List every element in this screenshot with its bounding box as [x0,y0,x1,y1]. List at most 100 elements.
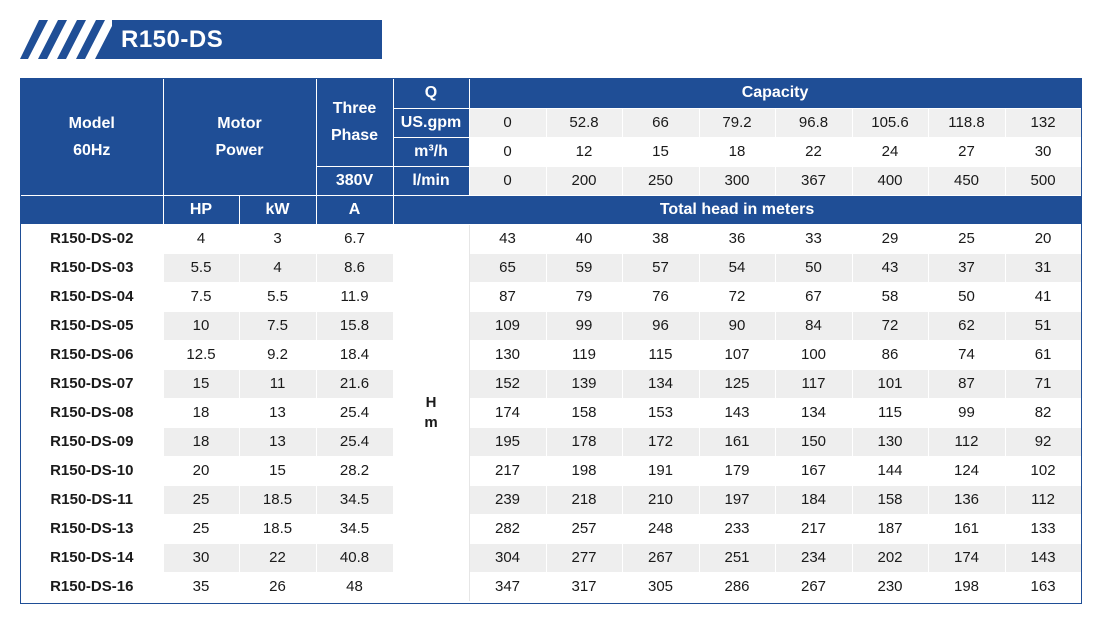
kw-cell: 26 [239,572,317,602]
head-value-cell: 187 [852,514,929,544]
page-title: R150-DS [121,26,224,53]
hp-cell: 15 [163,369,240,399]
head-value-cell: 277 [546,543,623,573]
header-motor-power-line1: Motor [217,114,262,132]
amp-cell: 18.4 [316,340,394,370]
hp-cell: 25 [163,485,240,515]
head-value-cell: 195 [469,427,547,457]
head-value-cell: 102 [1005,456,1081,486]
head-value-cell: 139 [546,369,623,399]
header-model-line2: 60Hz [73,141,111,159]
usgpm-value: 118.8 [928,108,1006,138]
head-value-cell: 172 [622,427,700,457]
kw-cell: 13 [239,398,317,428]
head-value-cell: 58 [852,282,929,312]
head-value-cell: 20 [1005,224,1081,254]
head-value-cell: 72 [852,311,929,341]
kw-cell: 5.5 [239,282,317,312]
header-hp: HP [163,195,240,225]
head-value-cell: 304 [469,543,547,573]
kw-cell: 9.2 [239,340,317,370]
usgpm-value: 52.8 [546,108,623,138]
m3h-value: 22 [775,137,853,167]
head-value-cell: 117 [775,369,853,399]
header-motor-power: Motor Power [163,79,317,196]
head-value-cell: 25 [928,224,1006,254]
header-model: Model 60Hz [21,79,164,196]
model-cell: R150-DS-06 [21,340,164,370]
head-unit-h: H [425,393,437,411]
head-value-cell: 217 [775,514,853,544]
table-row: R150-DS-13 25 18.5 34.5 282 257 248 233 217 187 16… [21,514,1081,544]
banner-stripes-decoration [20,20,112,59]
head-value-cell: 112 [928,427,1006,457]
kw-cell: 18.5 [239,514,317,544]
head-value-cell: 184 [775,485,853,515]
head-value-cell: 144 [852,456,929,486]
head-value-cell: 67 [775,282,853,312]
kw-cell: 18.5 [239,485,317,515]
amp-cell: 11.9 [316,282,394,312]
head-value-cell: 202 [852,543,929,573]
head-value-cell: 57 [622,253,700,283]
head-value-cell: 107 [699,340,776,370]
hp-cell: 5.5 [163,253,240,283]
head-value-cell: 191 [622,456,700,486]
model-cell: R150-DS-03 [21,253,164,283]
head-value-cell: 61 [1005,340,1081,370]
head-value-cell: 43 [469,224,547,254]
head-value-cell: 59 [546,253,623,283]
lmin-value: 0 [469,166,547,196]
head-value-cell: 217 [469,456,547,486]
hp-cell: 35 [163,572,240,602]
head-value-cell: 90 [699,311,776,341]
amp-cell: 15.8 [316,311,394,341]
head-value-cell: 233 [699,514,776,544]
header-blank [21,195,164,225]
amp-cell: 8.6 [316,253,394,283]
kw-cell: 11 [239,369,317,399]
hp-cell: 30 [163,543,240,573]
table-row: R150-DS-09 18 13 25.4 195 178 172 161 150 130 112 9… [21,427,1081,457]
performance-table-container: Model 60Hz Motor Power Three Phase Q Cap… [20,78,1082,604]
head-value-cell: 158 [546,398,623,428]
head-value-cell: 87 [469,282,547,312]
hp-cell: 18 [163,398,240,428]
table-row: R150-DS-16 35 26 48 347 317 305 286 267 230 198 163 [21,572,1081,602]
head-value-cell: 158 [852,485,929,515]
kw-cell: 3 [239,224,317,254]
usgpm-value: 66 [622,108,700,138]
model-cell: R150-DS-11 [21,485,164,515]
header-capacity: Capacity [469,79,1081,109]
hp-cell: 18 [163,427,240,457]
m3h-value: 0 [469,137,547,167]
head-value-cell: 234 [775,543,853,573]
head-value-cell: 257 [546,514,623,544]
head-value-cell: 239 [469,485,547,515]
header-kw: kW [239,195,317,225]
lmin-value: 367 [775,166,853,196]
head-value-cell: 153 [622,398,700,428]
model-cell: R150-DS-05 [21,311,164,341]
head-value-cell: 125 [699,369,776,399]
head-value-cell: 130 [469,340,547,370]
table-row: R150-DS-14 30 22 40.8 304 277 267 251 234 202 174 1… [21,543,1081,573]
head-value-cell: 41 [1005,282,1081,312]
table-row: R150-DS-07 15 11 21.6 152 139 134 125 117 101 87 71 [21,369,1081,399]
amp-cell: 25.4 [316,398,394,428]
head-value-cell: 167 [775,456,853,486]
head-value-cell: 54 [699,253,776,283]
amp-cell: 21.6 [316,369,394,399]
usgpm-value: 105.6 [852,108,929,138]
head-value-cell: 82 [1005,398,1081,428]
header-motor-power-line2: Power [215,141,264,159]
m3h-value: 30 [1005,137,1081,167]
m3h-value: 18 [699,137,776,167]
head-value-cell: 84 [775,311,853,341]
head-value-cell: 161 [928,514,1006,544]
head-value-cell: 72 [699,282,776,312]
header-q: Q [393,79,470,109]
head-value-cell: 251 [699,543,776,573]
